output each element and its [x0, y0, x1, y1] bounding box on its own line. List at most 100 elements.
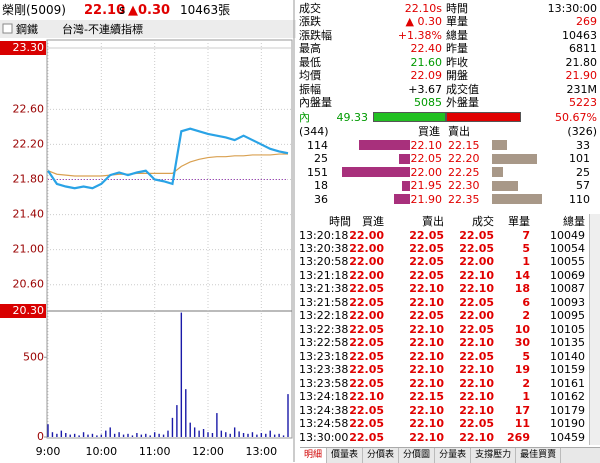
quote-value: 10463 — [562, 28, 597, 42]
quote-label: 成交值 — [446, 82, 479, 96]
trade-cell: 22.05 — [349, 417, 384, 431]
volume-bar — [273, 434, 276, 437]
ask-price: 22.30 — [448, 179, 480, 193]
trade-cell: 10049 — [550, 228, 585, 242]
price-change: ▲0.30 — [128, 2, 171, 18]
trade-header: 總量 — [563, 214, 585, 228]
x-tick-label: 10:00 — [85, 445, 117, 458]
bid-size: 151 — [307, 165, 328, 179]
quote-label: 均價 — [299, 69, 321, 82]
volume-bar — [105, 430, 107, 437]
trade-cell: 22.10 — [409, 363, 444, 377]
volume-bar — [247, 433, 249, 437]
quote-label: 時間 — [446, 1, 468, 15]
bid-price: 22.00 — [410, 165, 443, 179]
limit-box — [0, 304, 46, 318]
trade-cell: 269 — [507, 430, 530, 444]
trade-cell: 7 — [522, 228, 530, 242]
bid-size: 114 — [307, 138, 328, 152]
trade-cell: 13:20:38 — [299, 241, 349, 255]
volume-bar — [198, 430, 200, 437]
trade-cell: 22.05 — [409, 228, 444, 242]
trade-cell: 10093 — [550, 295, 585, 309]
volume-bar — [180, 312, 183, 437]
volume-bar — [140, 434, 143, 437]
out-ratio: 50.67% — [555, 110, 597, 124]
quote-value: 13:30:00 — [547, 1, 597, 15]
trade-header: 賣出 — [422, 214, 444, 228]
volume-bar — [96, 435, 98, 437]
tab[interactable]: 價量表 — [327, 448, 364, 463]
volume-bar — [136, 433, 138, 437]
ask-price: 22.35 — [448, 192, 480, 206]
quote-label: 昨收 — [446, 55, 468, 69]
trade-cell: 6 — [522, 295, 530, 309]
quote-value: +3.67 — [408, 82, 442, 96]
trade-cell: 22.10 — [349, 390, 384, 404]
toolbar — [0, 20, 296, 38]
trade-cell: 22.05 — [459, 417, 494, 431]
trade-cell: 13:24:38 — [299, 403, 349, 417]
trade-cell: 13:23:38 — [299, 363, 349, 377]
bid-bar — [398, 153, 410, 164]
tab[interactable]: 支撐壓力 — [471, 448, 517, 463]
ask-bar — [492, 167, 504, 178]
trade-header: 單量 — [508, 214, 530, 228]
volume-bar — [282, 435, 285, 437]
tab[interactable]: 明細 — [300, 448, 328, 463]
volume-bar — [185, 389, 187, 437]
trade-cell: 22.05 — [409, 268, 444, 282]
volume-bar — [176, 405, 178, 437]
trade-cell: 13:21:18 — [299, 268, 349, 282]
trade-cell: 1 — [522, 390, 530, 404]
book-head: 買進 — [418, 124, 440, 138]
quote-label: 內盤量 — [299, 96, 332, 109]
trade-cell: 22.05 — [349, 430, 384, 444]
volume-bar — [100, 434, 103, 437]
trade-cell: 22.10 — [409, 403, 444, 417]
y-tick-label: 21.80 — [13, 173, 45, 186]
index-name: 台灣-不連續指標 — [62, 22, 143, 36]
volume-bar — [113, 433, 116, 437]
volume-bar — [269, 430, 271, 437]
trade-cell: 22.10 — [409, 336, 444, 350]
volume-bar — [122, 434, 125, 437]
quote-label: 外盤量 — [446, 96, 479, 109]
tab[interactable]: 分價表 — [363, 448, 400, 463]
chart-panel: 23.30 22.60 22.20 21.80 21.40 21.00 20.60 20.30… — [0, 0, 296, 462]
tab[interactable]: 最佳買賣 — [516, 448, 562, 463]
trade-cell: 2 — [522, 376, 530, 390]
trade-cell: 22.10 — [459, 376, 494, 390]
volume-bar — [211, 433, 214, 437]
trade-cell: 13:21:58 — [299, 295, 349, 309]
quote-label: 最低 — [299, 55, 321, 69]
quote-value: 5085 — [414, 96, 442, 109]
stock-name: 榮剛(5009) — [2, 2, 66, 17]
trade-cell: 22.10 — [459, 430, 494, 444]
trade-cell: 13:23:58 — [299, 376, 349, 390]
volume-bar — [149, 435, 151, 437]
trade-cell: 22.05 — [349, 336, 384, 350]
volume-bar — [251, 432, 254, 437]
trade-cell: 10190 — [550, 417, 585, 431]
trade-cell: 22.00 — [459, 255, 494, 269]
scrollbar[interactable] — [589, 214, 600, 445]
y-tick-label: 22.60 — [13, 102, 45, 115]
trade-cell: 22.10 — [459, 282, 494, 296]
volume-bar — [51, 432, 54, 437]
checkbox[interactable] — [2, 23, 13, 34]
bid-bar — [401, 180, 410, 191]
ask-size: 33 — [576, 138, 590, 152]
trade-cell: 22.00 — [349, 268, 384, 282]
trade-cell: 13:23:18 — [299, 349, 349, 363]
volume-bar — [193, 427, 196, 437]
volume-bar — [69, 434, 71, 437]
y-tick-label: 21.40 — [13, 208, 45, 221]
trade-cell: 22.10 — [459, 268, 494, 282]
quote-label: 昨量 — [446, 42, 468, 55]
volume-bar — [60, 430, 63, 437]
tab[interactable]: 分價圖 — [399, 448, 436, 463]
tab[interactable]: 分量表 — [435, 448, 472, 463]
trade-cell: 13:22:58 — [299, 336, 349, 350]
trade-cell: 5 — [522, 241, 530, 255]
